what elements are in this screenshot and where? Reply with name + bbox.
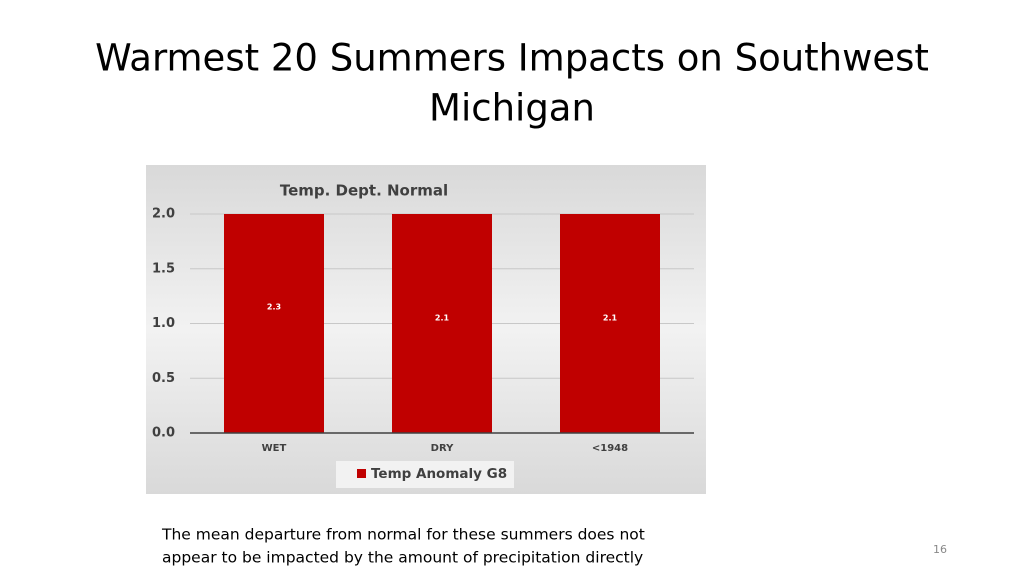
caption: appear to be impacted by the amount of p… xyxy=(162,549,643,567)
y-tick-label: 1.5 xyxy=(152,261,175,276)
bar xyxy=(560,214,660,433)
data-label: 2.1 xyxy=(435,314,450,323)
x-tick-label: WET xyxy=(262,443,287,454)
y-tick-label: 0.0 xyxy=(152,426,175,441)
legend-label: Temp Anomaly G8 xyxy=(371,466,507,482)
legend-swatch xyxy=(357,469,366,478)
bar xyxy=(392,214,492,433)
data-label: 2.3 xyxy=(267,303,281,312)
y-tick-label: 2.0 xyxy=(152,207,175,222)
data-label: 2.1 xyxy=(603,314,618,323)
bar xyxy=(224,214,324,433)
page-number: 16 xyxy=(933,543,947,556)
caption: The mean departure from normal for these… xyxy=(161,526,645,544)
y-tick-label: 0.5 xyxy=(152,371,175,386)
bars xyxy=(224,214,660,433)
y-tick-label: 1.0 xyxy=(152,316,175,331)
slide-title: Warmest 20 Summers Impacts on Southwest xyxy=(95,37,929,80)
x-tick-label: DRY xyxy=(431,443,454,454)
slide-title: Michigan xyxy=(429,87,595,130)
x-tick-label: <1948 xyxy=(592,443,628,454)
labels: 0.0 0.5 1.0 1.5 2.0 WET 2.3 DRY 2.1 <1948 2.1 xyxy=(152,207,628,455)
chart-title: Temp. Dept. Normal xyxy=(280,182,448,200)
